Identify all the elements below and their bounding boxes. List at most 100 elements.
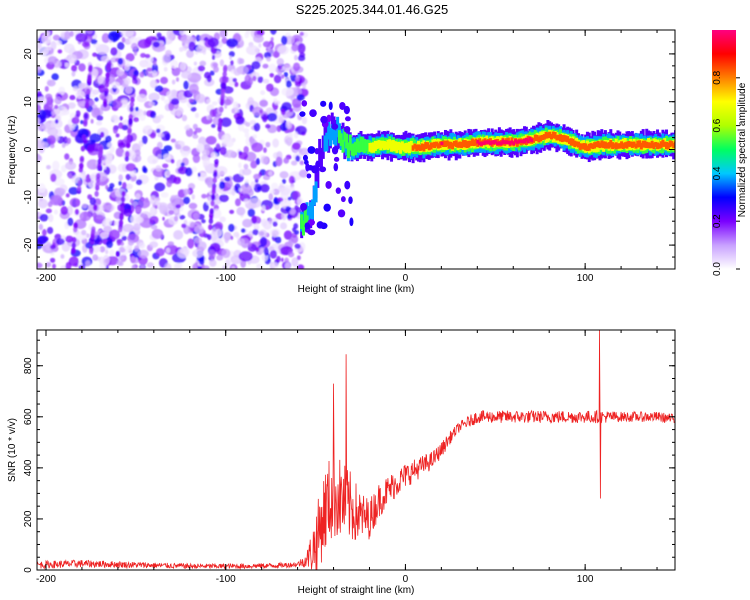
spectrogram-noise-cell (245, 122, 251, 127)
spectrogram-noise-cell (224, 149, 236, 158)
spectrogram-ridge-cell (328, 128, 332, 146)
spectrogram-ridge-cell (576, 141, 580, 148)
spectrogram-noise-cell (117, 142, 126, 149)
spectrogram-ridge-cell (598, 142, 602, 149)
spectrogram-noise-cell (65, 262, 72, 269)
spectrogram-noise-cell (134, 245, 140, 252)
spectrogram-ridge-cell (641, 140, 645, 148)
spectrogram-noise-cell (271, 262, 279, 269)
spectrogram-ridge-cell (503, 140, 507, 144)
spectrogram-noise-cell (89, 197, 97, 206)
spectrogram-noise-cell (252, 134, 258, 139)
spectrogram-noise-cell (116, 69, 124, 76)
spectrogram-noise-cell (219, 216, 226, 223)
spectrogram-ridge-cell (612, 143, 616, 149)
spectrogram-noise-cell (257, 185, 261, 191)
spectrogram-noise-cell (124, 155, 130, 162)
spectrogram-noise-cell (298, 169, 309, 178)
spectrogram-noise-cell (243, 198, 250, 205)
spectrogram-ridge-cell (544, 131, 548, 139)
spectrogram-noise-cell (268, 170, 273, 176)
spectrogram-noise-cell (208, 218, 214, 225)
spectrogram-ridge-cell (375, 140, 379, 150)
spectrogram-ridge-cell (523, 138, 527, 144)
spectrogram-noise-cell (309, 109, 317, 118)
spectrogram-noise-cell (58, 86, 66, 96)
spectrogram-ridge-cell (571, 138, 575, 146)
spectrogram-noise-cell (249, 120, 257, 125)
spectrogram-ridge-cell (314, 181, 318, 203)
spectrogram-noise-cell (259, 247, 264, 254)
spectrogram-noise-cell (81, 41, 90, 48)
spectrogram-noise-cell (284, 262, 291, 269)
spectrogram-noise-cell (210, 151, 218, 159)
spectrogram-noise-cell (284, 257, 289, 263)
spectrogram-ridge-cell (305, 202, 309, 220)
spectrogram-ridge-cell (301, 220, 305, 236)
spectrogram-noise-cell (198, 241, 207, 251)
spectrogram-ridge-cell (303, 208, 307, 224)
spectrogram-ridge-cell (515, 140, 519, 144)
spectrogram-noise-cell (242, 168, 252, 176)
spectrogram-noise-cell (39, 197, 44, 202)
spectrogram-noise-cell (104, 81, 110, 88)
spectrogram-noise-cell (288, 251, 295, 258)
spectrogram-noise-cell (75, 198, 81, 205)
spectrogram-ridge-cell (350, 144, 354, 156)
spectrogram-noise-cell (135, 179, 143, 186)
spectrogram-noise-cell (262, 41, 271, 48)
spectrogram-noise-cell (282, 178, 286, 185)
spectrogram-ridge-cell (657, 143, 661, 149)
spectrogram-noise-cell (219, 106, 224, 113)
spectrogram-noise-cell (127, 127, 132, 134)
spectrogram-noise-cell (130, 42, 138, 51)
spectrogram-noise-cell (105, 72, 110, 79)
spectrogram-noise-cell (164, 99, 170, 105)
spectrogram-noise-cell (124, 77, 131, 85)
spectrogram-noise-cell (149, 79, 158, 89)
spectrogram-noise-cell (46, 46, 52, 51)
spectrogram-noise-cell (73, 222, 78, 229)
spectrogram-noise-cell (115, 250, 121, 257)
spectrogram-noise-cell (207, 114, 212, 121)
spectrogram-noise-cell (81, 134, 87, 141)
spectrogram-ridge-cell (623, 142, 627, 148)
spectrogram-noise-cell (64, 62, 70, 68)
spectrogram-noise-cell (67, 217, 74, 227)
spectrogram-noise-cell (194, 127, 202, 133)
spectrogram-ridge-cell (620, 141, 624, 149)
spectrogram-noise-cell (102, 101, 108, 108)
spectrogram-noise-cell (192, 134, 199, 139)
spectrogram-noise-cell (306, 173, 312, 179)
spectrogram-noise-cell (44, 93, 53, 101)
spectrogram-ridge-cell (524, 137, 528, 142)
spectrogram-noise-cell (46, 135, 56, 145)
spectrogram-noise-cell (270, 37, 274, 42)
spectrogram-ridge-cell (449, 141, 453, 149)
spectrogram-noise-cell (279, 171, 289, 179)
spectrogram-noise-cell (46, 226, 54, 235)
spectrogram-noise-cell (103, 202, 112, 212)
spectrogram-noise-cell (291, 98, 302, 108)
spectrogram-ridge-cell (600, 140, 604, 148)
spectrogram-ridge-cell (625, 141, 629, 149)
spectrogram-noise-cell (37, 154, 42, 160)
spectrogram-noise-cell (307, 229, 316, 236)
spectrogram-noise-cell (274, 202, 280, 211)
spectrogram-noise-cell (236, 207, 246, 216)
spectrogram-noise-cell (292, 62, 301, 72)
spectrogram-ridge-cell (582, 143, 586, 150)
spectrogram-ridge-cell (330, 124, 334, 141)
spectrogram-ridge-cell (402, 143, 406, 152)
spectrogram-noise-cell (211, 123, 216, 128)
spectrogram-noise-cell (68, 256, 79, 267)
spectrogram-ridge-cell (542, 134, 546, 140)
spectrogram-noise-cell (210, 193, 216, 200)
spectrogram-ridge-cell (309, 201, 313, 219)
spectrogram-noise-cell (64, 155, 69, 160)
spectrogram-noise-cell (79, 155, 85, 162)
spectrogram-noise-cell (37, 96, 47, 106)
spectrogram-noise-cell (163, 145, 173, 152)
spectrogram-noise-cell (163, 66, 168, 72)
spectrogram-noise-cell (154, 182, 166, 192)
